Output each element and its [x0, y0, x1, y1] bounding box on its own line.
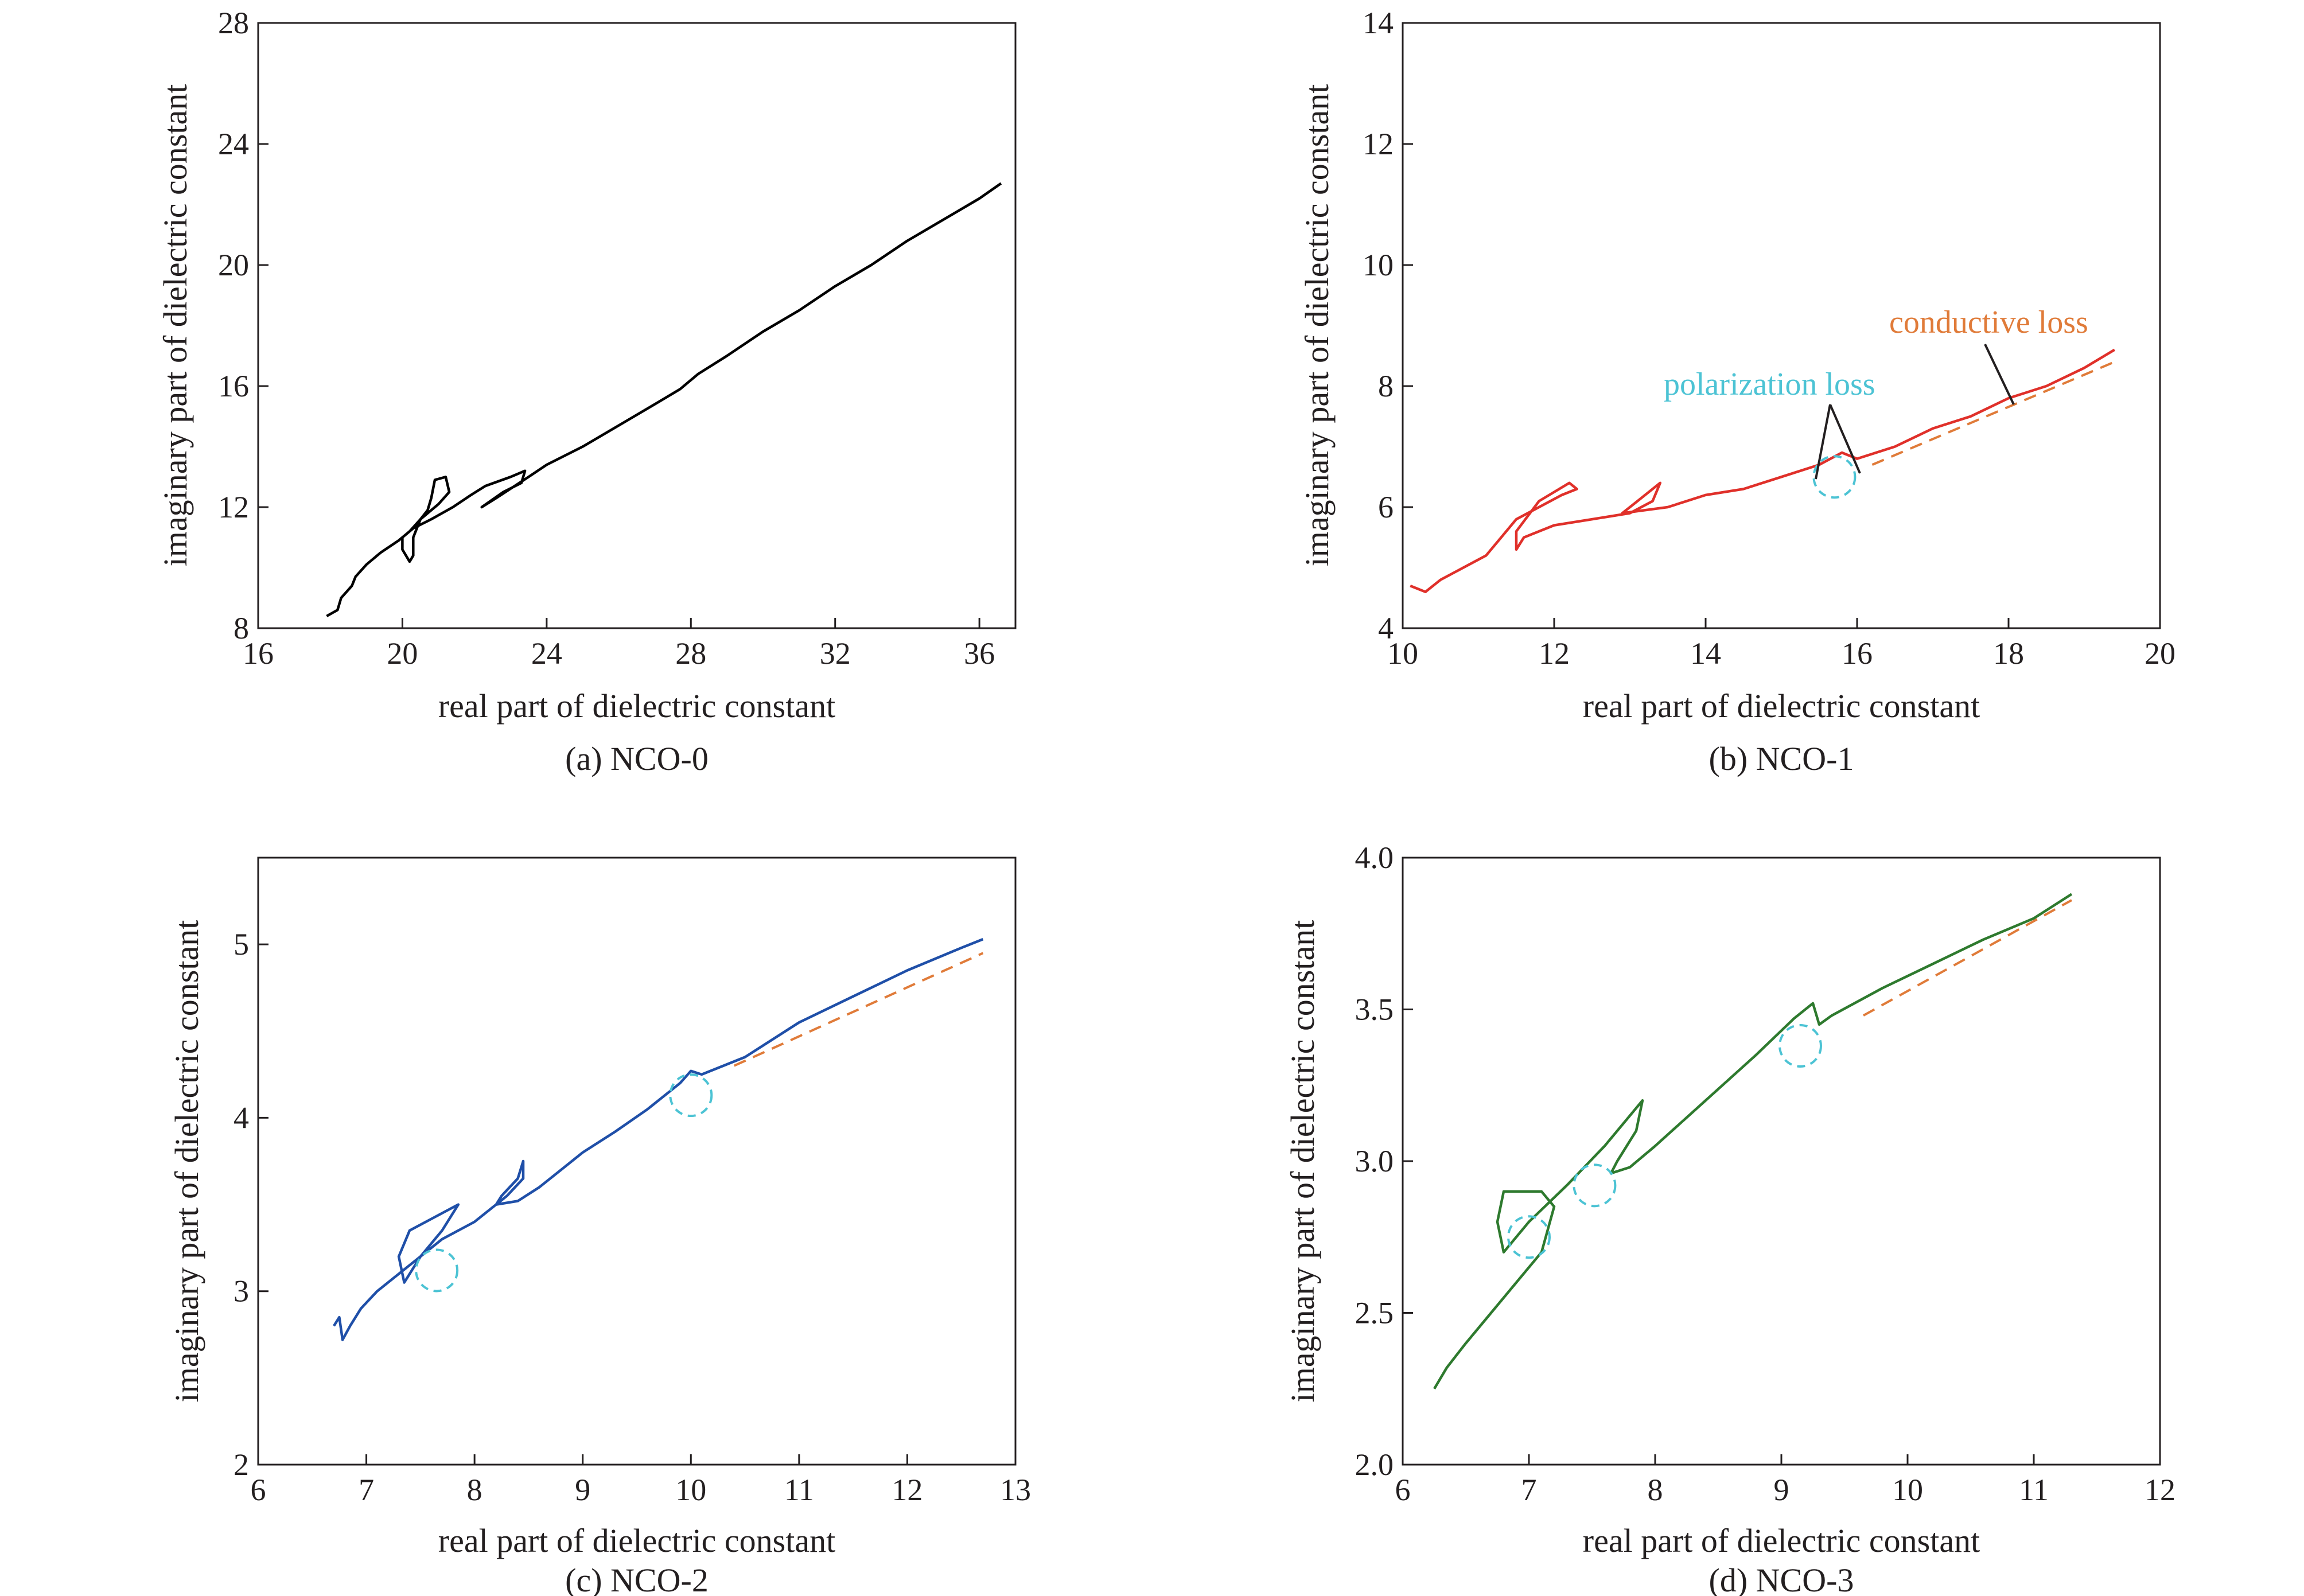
- y-axis-label: imaginary part of dielectric constant: [1298, 84, 1336, 567]
- x-tick-label: 20: [387, 636, 418, 671]
- y-axis-label: imaginary part of dielectric constant: [168, 920, 205, 1403]
- polarization-loss-marker: [1778, 1023, 1822, 1068]
- x-tick-label: 8: [467, 1473, 482, 1507]
- x-axis-label: real part of dielectric constant: [1583, 1522, 1980, 1559]
- y-tick-label: 2.0: [1355, 1447, 1394, 1482]
- y-axis-label: imaginary part of dielectric constant: [157, 84, 194, 567]
- y-tick-label: 2.5: [1355, 1296, 1394, 1330]
- panel-caption: (d) NCO-3: [1709, 1562, 1854, 1596]
- x-tick-label: 20: [2145, 636, 2175, 671]
- y-tick-label: 14: [1363, 6, 1394, 40]
- x-tick-label: 14: [1690, 636, 1721, 671]
- x-tick-label: 9: [575, 1473, 590, 1507]
- y-tick-label: 16: [218, 369, 249, 403]
- plot-frame: [1402, 857, 2161, 1466]
- polarization-loss-marker: [1812, 455, 1857, 499]
- x-tick-label: 32: [820, 636, 851, 671]
- y-tick-label: 28: [218, 6, 249, 40]
- y-tick-label: 24: [218, 127, 249, 161]
- y-tick-label: 3.0: [1355, 1144, 1394, 1178]
- conductive-loss-label: conductive loss: [1889, 305, 2088, 340]
- conductive-loss-fit-line: [733, 952, 984, 1067]
- data-series-line: [333, 938, 984, 1341]
- x-tick-label: 7: [1521, 1473, 1537, 1507]
- y-tick-label: 3: [233, 1274, 249, 1309]
- y-tick-label: 8: [1378, 369, 1394, 403]
- x-axis-label: real part of dielectric constant: [438, 687, 835, 725]
- x-tick-label: 36: [964, 636, 995, 671]
- chart-panel-c: 6 7 8 9 10 11 12 13 2 3 4 5 real part of dielectric…: [168, 857, 1031, 1596]
- polarization-loss-marker: [1507, 1215, 1551, 1259]
- x-tick-label: 18: [1993, 636, 2024, 671]
- x-tick-label: 6: [251, 1473, 266, 1507]
- x-tick-label: 16: [1842, 636, 1873, 671]
- x-tick-label: 12: [892, 1473, 923, 1507]
- x-tick-label: 6: [1395, 1473, 1411, 1507]
- y-tick-label: 4.0: [1355, 840, 1394, 875]
- x-tick-label: 8: [1648, 1473, 1663, 1507]
- data-series-line: [1410, 348, 2115, 593]
- polarization-loss-pointer: [1829, 404, 1861, 474]
- polarization-loss-marker: [415, 1248, 459, 1293]
- y-tick-label: 2: [233, 1447, 249, 1482]
- y-tick-label: 3.5: [1355, 992, 1394, 1027]
- panel-caption: (b) NCO-1: [1709, 740, 1854, 777]
- plot-frame: [1402, 22, 2161, 629]
- x-tick-label: 10: [1892, 1473, 1923, 1507]
- y-tick-label: 20: [218, 248, 249, 282]
- x-tick-label: 12: [1539, 636, 1570, 671]
- x-tick-label: 10: [1387, 636, 1418, 671]
- y-tick-label: 4: [233, 1100, 249, 1135]
- plot-frame: [257, 22, 1017, 629]
- conductive-loss-fit-line: [1871, 360, 2115, 466]
- x-tick-label: 10: [675, 1473, 706, 1507]
- x-tick-label: 24: [531, 636, 562, 671]
- panel-caption: (a) NCO-0: [565, 740, 709, 777]
- polarization-loss-marker: [1573, 1163, 1617, 1208]
- chart-panel-d: 6 7 8 9 10 11 12 2.0 2.5 3.0 3.5 4.0 real part of d…: [1284, 840, 2175, 1596]
- x-tick-label: 16: [243, 636, 274, 671]
- x-axis-label: real part of dielectric constant: [438, 1522, 835, 1559]
- x-tick-label: 11: [784, 1473, 814, 1507]
- x-tick-label: 11: [2019, 1473, 2049, 1507]
- chart-panel-b: 10 12 14 16 18 20 4 6 8 10 12 14 real part of diele…: [1298, 6, 2175, 777]
- polarization-loss-label: polarization loss: [1664, 367, 1875, 402]
- y-tick-label: 12: [1363, 127, 1394, 161]
- x-tick-label: 7: [359, 1473, 374, 1507]
- data-series-line: [1433, 893, 2073, 1389]
- y-tick-label: 5: [233, 927, 249, 962]
- y-tick-label: 10: [1363, 248, 1394, 282]
- y-tick-label: 8: [233, 611, 249, 645]
- data-series-line: [326, 182, 1002, 617]
- panel-caption: (c) NCO-2: [565, 1562, 709, 1596]
- y-tick-label: 12: [218, 490, 249, 524]
- x-axis-label: real part of dielectric constant: [1583, 687, 1980, 725]
- y-axis-label: imaginary part of dielectric constant: [1284, 920, 1321, 1403]
- y-tick-label: 4: [1378, 611, 1394, 645]
- y-tick-label: 6: [1378, 490, 1394, 524]
- polarization-loss-pointer: [1815, 404, 1831, 480]
- polarization-loss-marker: [669, 1073, 713, 1118]
- conductive-loss-fit-line: [1863, 899, 2072, 1017]
- plot-frame: [257, 857, 1017, 1466]
- x-tick-label: 9: [1774, 1473, 1789, 1507]
- x-tick-label: 28: [675, 636, 706, 671]
- x-tick-label: 13: [1000, 1473, 1031, 1507]
- x-tick-label: 12: [2145, 1473, 2175, 1507]
- chart-panel-a: 16 20 24 28 32 36 8 12 16 20 24 28 real part of die…: [157, 6, 1017, 777]
- conductive-loss-pointer: [1984, 344, 2015, 405]
